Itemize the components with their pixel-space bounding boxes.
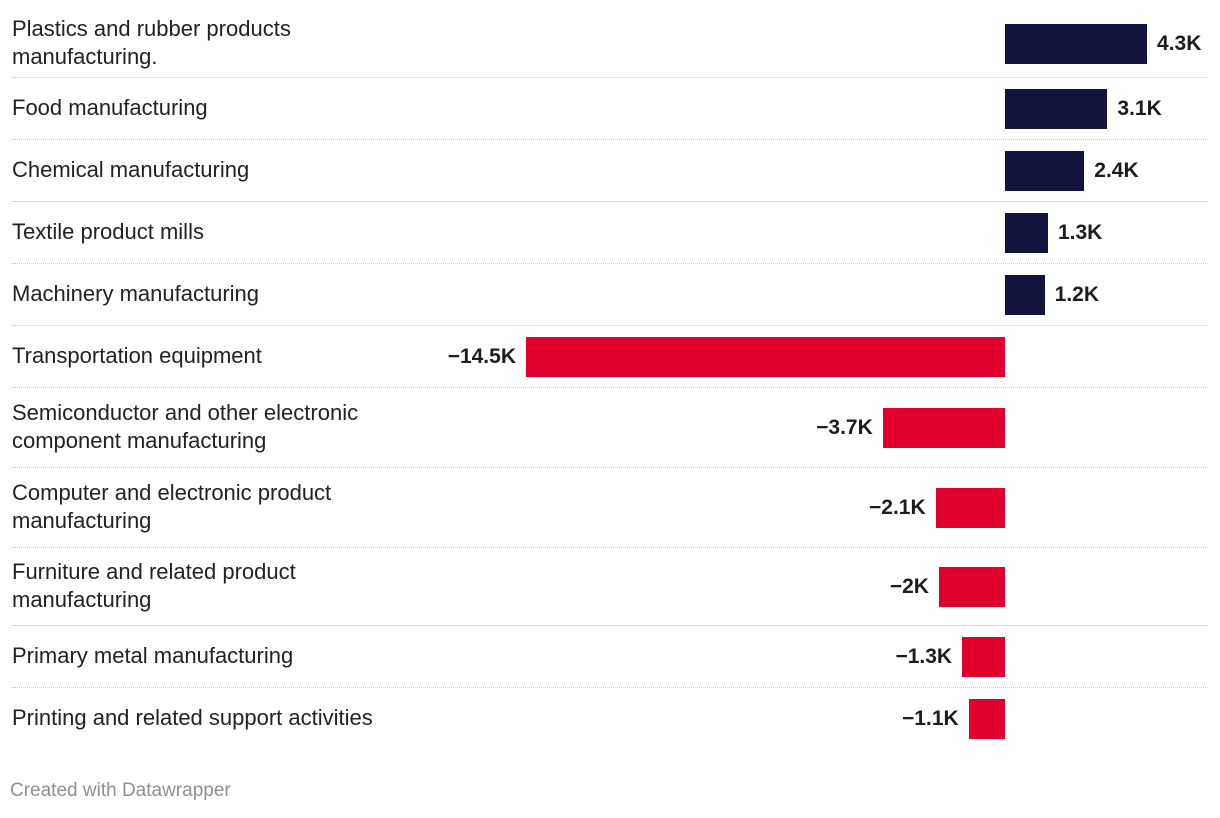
value-label: −1.1K: [902, 707, 959, 730]
negative-bar[interactable]: [938, 567, 1005, 607]
category-label: Textile product mills: [12, 219, 204, 244]
row-divider: [12, 77, 1208, 78]
category-label: Printing and related support activities: [12, 705, 373, 730]
chart-row: Furniture and related product manufactur…: [0, 548, 1220, 626]
negative-bar[interactable]: [935, 488, 1005, 528]
datawrapper-credit[interactable]: Created with Datawrapper: [10, 780, 231, 801]
chart-row: Primary metal manufacturing −1.3K: [0, 626, 1220, 688]
chart-row: Semiconductor and other electronic compo…: [0, 388, 1220, 468]
chart-row: Textile product mills 1.3K: [0, 202, 1220, 264]
row-divider: [12, 325, 1208, 326]
value-label: 1.3K: [1057, 221, 1103, 244]
value-label: −3.7K: [816, 416, 873, 439]
value-label: −2.1K: [869, 496, 926, 519]
value-label: 3.1K: [1117, 97, 1162, 120]
category-label: Food manufacturing: [12, 95, 208, 120]
negative-bar[interactable]: [882, 408, 1005, 448]
value-label: −1.3K: [895, 645, 953, 668]
chart-row: Machinery manufacturing 1.2K: [0, 264, 1220, 326]
category-label: Plastics and rubber products manufacturi…: [12, 16, 291, 69]
category-label: Semiconductor and other electronic compo…: [12, 400, 359, 453]
bar-chart: Plastics and rubber products manufacturi…: [0, 10, 1220, 750]
category-label: Primary metal manufacturing: [12, 643, 294, 668]
row-divider: [12, 139, 1208, 140]
category-label: Machinery manufacturing: [12, 281, 260, 306]
positive-bar[interactable]: [1005, 275, 1045, 315]
chart-row: Plastics and rubber products manufacturi…: [0, 10, 1220, 78]
negative-bar[interactable]: [526, 337, 1005, 377]
row-divider: [12, 263, 1208, 264]
value-label: 2.4K: [1094, 159, 1139, 182]
value-label: −14.5K: [447, 345, 516, 368]
positive-bar[interactable]: [1005, 89, 1108, 129]
chart-row: Printing and related support activities −…: [0, 688, 1220, 750]
row-divider: [12, 547, 1208, 548]
row-divider: [12, 687, 1208, 688]
negative-bar[interactable]: [962, 637, 1005, 677]
chart-row: Food manufacturing 3.1K: [0, 78, 1220, 140]
category-label: Furniture and related product manufactur…: [12, 559, 296, 612]
chart-row: Chemical manufacturing 2.4K: [0, 140, 1220, 202]
row-divider: [12, 201, 1208, 202]
positive-bar[interactable]: [1005, 24, 1148, 64]
row-divider: [12, 467, 1208, 468]
category-label: Transportation equipment: [12, 343, 262, 368]
positive-bar[interactable]: [1005, 213, 1048, 253]
positive-bar[interactable]: [1005, 151, 1085, 191]
row-divider: [12, 625, 1208, 626]
category-label: Chemical manufacturing: [12, 157, 250, 182]
negative-bar[interactable]: [968, 699, 1005, 739]
value-label: 4.3K: [1157, 32, 1202, 55]
value-label: 1.2K: [1054, 283, 1099, 306]
value-label: −2K: [889, 575, 929, 598]
chart-row: Computer and electronic product manufact…: [0, 468, 1220, 548]
chart-row: Transportation equipment −14.5K: [0, 326, 1220, 388]
category-label: Computer and electronic product manufact…: [12, 480, 332, 533]
row-divider: [12, 387, 1208, 388]
